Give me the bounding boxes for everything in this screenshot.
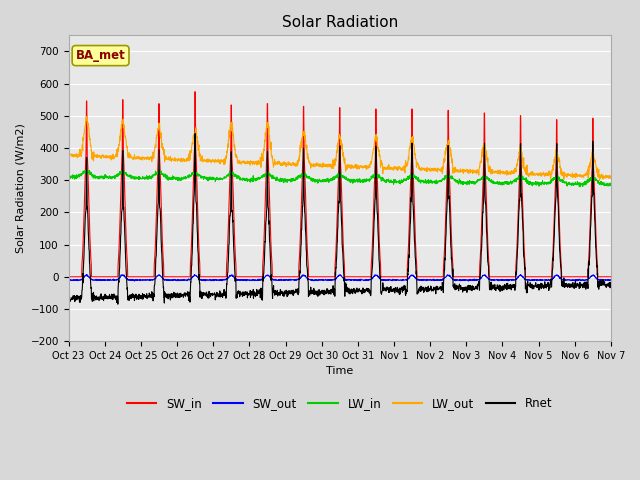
- Rnet: [575, 281, 582, 287]
- X-axis label: Time: Time: [326, 367, 353, 376]
- Y-axis label: Solar Radiation (W/m2): Solar Radiation (W/m2): [15, 123, 25, 253]
- Rnet: [607, 280, 614, 286]
- LW_in: [577, 184, 584, 190]
- SW_in: [216, 274, 224, 280]
- SW_out: [216, 276, 224, 282]
- LW_in: [559, 177, 567, 183]
- LW_in: [216, 177, 224, 182]
- SW_out: [607, 277, 614, 283]
- Title: Solar Radiation: Solar Radiation: [282, 15, 398, 30]
- LW_out: [497, 170, 505, 176]
- LW_in: [607, 182, 614, 188]
- SW_in: [367, 262, 375, 268]
- LW_in: [156, 167, 163, 172]
- Rnet: [114, 301, 122, 307]
- Line: SW_in: SW_in: [68, 92, 611, 277]
- Rnet: [65, 295, 72, 301]
- SW_out: [65, 277, 72, 283]
- LW_out: [559, 169, 567, 175]
- Rnet: [356, 288, 364, 293]
- LW_out: [596, 178, 604, 183]
- Line: Rnet: Rnet: [68, 133, 611, 304]
- Rnet: [498, 285, 506, 290]
- SW_out: [356, 277, 364, 283]
- Text: BA_met: BA_met: [76, 49, 125, 62]
- SW_in: [607, 274, 614, 280]
- Legend: SW_in, SW_out, LW_in, LW_out, Rnet: SW_in, SW_out, LW_in, LW_out, Rnet: [122, 392, 557, 415]
- SW_out: [559, 277, 567, 283]
- LW_in: [65, 175, 72, 181]
- SW_in: [191, 89, 199, 95]
- SW_in: [574, 274, 582, 280]
- LW_out: [83, 114, 90, 120]
- LW_out: [216, 157, 224, 163]
- SW_in: [559, 274, 567, 280]
- LW_out: [367, 161, 375, 167]
- Rnet: [559, 284, 567, 289]
- SW_out: [497, 277, 505, 283]
- LW_out: [356, 165, 364, 171]
- LW_in: [356, 177, 364, 183]
- SW_out: [367, 276, 375, 282]
- SW_out: [517, 272, 525, 277]
- SW_in: [65, 274, 72, 280]
- LW_out: [65, 153, 72, 158]
- LW_in: [574, 181, 582, 187]
- SW_out: [131, 278, 138, 284]
- SW_in: [356, 274, 364, 280]
- SW_out: [575, 277, 582, 283]
- SW_in: [497, 274, 505, 280]
- LW_in: [497, 181, 505, 187]
- Rnet: [367, 275, 375, 280]
- LW_out: [574, 172, 582, 178]
- LW_in: [367, 173, 375, 179]
- Rnet: [191, 131, 199, 136]
- Rnet: [216, 292, 224, 298]
- LW_out: [607, 175, 614, 180]
- Line: SW_out: SW_out: [68, 275, 611, 281]
- Line: LW_out: LW_out: [68, 117, 611, 180]
- Line: LW_in: LW_in: [68, 169, 611, 187]
